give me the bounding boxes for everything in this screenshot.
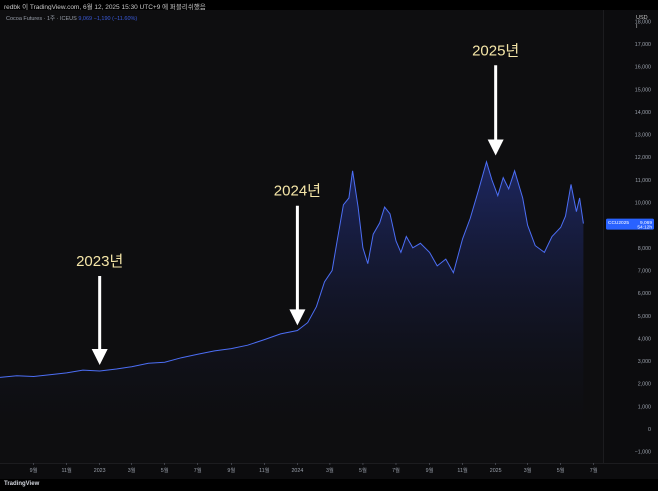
x-tick-label: 3월 xyxy=(326,466,334,474)
publish-credit: redbk 이 TradingView.com, 6월 12, 2025 15:… xyxy=(4,4,206,11)
x-tick-label: 5월 xyxy=(359,466,367,474)
currency-sub: I xyxy=(636,24,638,30)
top-bar: redbk 이 TradingView.com, 6월 12, 2025 15:… xyxy=(0,0,658,11)
footer-bar: TradingView xyxy=(0,479,658,491)
y-tick-label: −1,000 xyxy=(635,450,651,456)
y-tick-label: 18,000 xyxy=(635,19,651,25)
price-tag-value: 9,069 xyxy=(640,220,652,226)
price-tag-symbol: CCU2025 xyxy=(608,220,629,226)
x-tick-label: 7월 xyxy=(392,466,400,474)
y-tick-label: 15,000 xyxy=(635,87,651,93)
x-tick-label: 5월 xyxy=(557,466,565,474)
x-tick-label: 7월 xyxy=(590,466,598,474)
x-tick-label: 2025 xyxy=(490,468,502,474)
price-tag-box xyxy=(606,218,654,230)
y-tick-label: 1,000 xyxy=(638,404,651,410)
x-tick-label: 11월 xyxy=(259,466,269,474)
x-tick-label: 11월 xyxy=(61,466,71,474)
y-tick-label: 16,000 xyxy=(635,65,651,71)
x-tick-label: 7월 xyxy=(194,466,202,474)
arrow-head xyxy=(289,309,306,326)
annotation-label: 2025년 xyxy=(472,42,519,59)
y-tick-label: 4,000 xyxy=(638,336,651,342)
x-tick-label: 5월 xyxy=(161,466,169,474)
x-tick-label: 9월 xyxy=(426,466,434,474)
x-tick-label: 9월 xyxy=(227,466,235,474)
y-tick-label: 7,000 xyxy=(638,268,651,274)
annotations: 2023년 2024년 2025년 xyxy=(76,42,519,366)
annotation-label: 2024년 xyxy=(274,183,321,200)
tradingview-logo[interactable]: TradingView xyxy=(4,481,40,487)
y-tick-label: 3,000 xyxy=(638,359,651,365)
annotation-label: 2023년 xyxy=(76,253,123,270)
time-axis[interactable] xyxy=(0,463,658,479)
arrow-head xyxy=(91,349,108,366)
y-tick-label: 12,000 xyxy=(635,155,651,161)
arrow-head xyxy=(487,139,504,156)
y-tick-labels: −1,000 0 1,000 2,000 3,000 4,000 5,000 6,000 7,0… xyxy=(635,19,651,455)
currency-label: USD xyxy=(636,15,648,21)
price-line xyxy=(0,160,584,378)
x-tick-labels: 9월 11월 2023 3월 5월 7월 9월 11월 2024 3월 5월 7월 9월 11월 2025 3… xyxy=(30,463,598,474)
symbol-title: Cocoa Futures · 1주 · ICEUS xyxy=(6,16,77,22)
symbol-value: 9,069 −1,190 (−11.60%) xyxy=(78,16,138,22)
price-axis[interactable] xyxy=(604,10,658,463)
y-tick-label: 13,000 xyxy=(635,133,651,139)
y-tick-label: 14,000 xyxy=(635,110,651,116)
y-tick-label: 10,000 xyxy=(635,201,651,207)
x-tick-label: 3월 xyxy=(524,466,532,474)
currency-selector[interactable]: USD I xyxy=(636,14,648,32)
x-tick-label: 2024 xyxy=(291,468,303,474)
x-tick-label: 2023 xyxy=(94,468,106,474)
y-tick-label: 6,000 xyxy=(638,291,651,297)
y-tick-label: 11,000 xyxy=(635,178,651,184)
symbol-legend[interactable]: Cocoa Futures · 1주 · ICEUS 9,069 −1,190 … xyxy=(6,14,137,22)
y-tick-label: 17,000 xyxy=(635,42,651,48)
x-tick-label: 9월 xyxy=(30,466,38,474)
x-tick-label: 11월 xyxy=(457,466,467,474)
y-tick-label: 5,000 xyxy=(638,314,651,320)
price-tag-countdown: 54:12h xyxy=(637,225,652,231)
x-tick-label: 3월 xyxy=(128,466,136,474)
y-tick-label: 0 xyxy=(648,427,651,433)
y-tick-label: 2,000 xyxy=(638,382,651,388)
y-tick-label: 8,000 xyxy=(638,246,651,252)
price-area-fill xyxy=(0,161,584,430)
